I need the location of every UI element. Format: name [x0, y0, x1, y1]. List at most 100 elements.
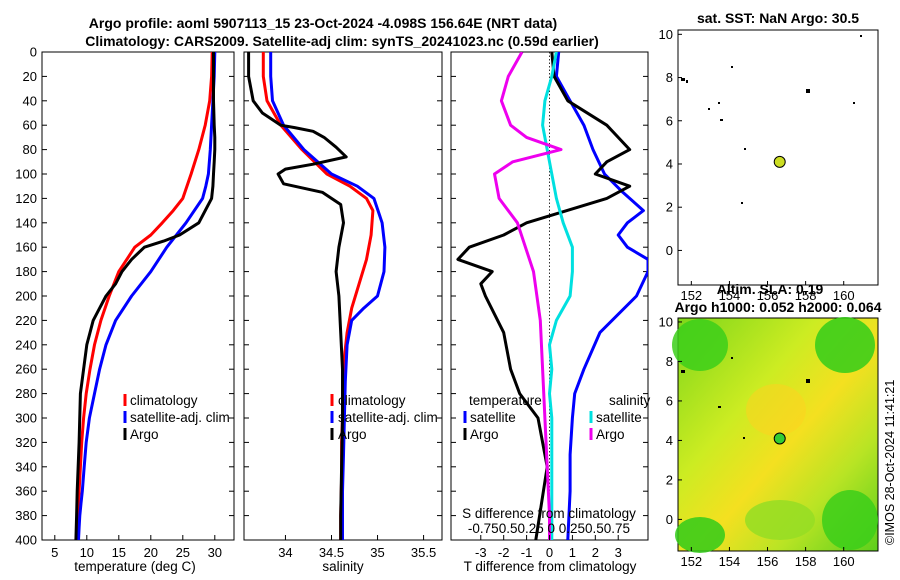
y-tick-label: 240	[15, 337, 37, 352]
sst-map-ticks: 152 154 156 158 160 0 2 4 6 8 10	[659, 27, 855, 303]
x-tick-label: 3	[615, 545, 622, 560]
land-speck	[708, 108, 710, 110]
x-tick-label: 35.5	[411, 545, 436, 560]
series-t-satellite	[554, 52, 648, 540]
land-speck	[806, 89, 810, 93]
map-y-tick-label: 8	[666, 70, 673, 85]
legend-label-climatology: climatology	[130, 393, 198, 408]
map-x-tick-label: 156	[757, 554, 779, 569]
sla-patch	[746, 384, 806, 436]
land-speck	[731, 357, 733, 359]
salinity-legend: climatology satellite-adj. clim Argo	[330, 393, 438, 442]
y-tick-label: 80	[23, 142, 37, 157]
land-speck	[744, 148, 746, 150]
x-tick-label: 5	[51, 545, 58, 560]
land-speck	[718, 406, 721, 408]
figure-subtitle: Climatology: CARS2009. Satellite-adj cli…	[85, 33, 599, 49]
map-x-tick-label: 152	[680, 288, 702, 303]
legend-label-climatology: climatology	[338, 393, 406, 408]
map-y-tick-label: 0	[666, 512, 673, 527]
y-tick-label: 200	[15, 289, 37, 304]
map-x-tick-label: 158	[795, 554, 817, 569]
land-speck	[806, 379, 810, 383]
map-y-tick-label: 2	[666, 472, 673, 487]
y-tick-label: 160	[15, 240, 37, 255]
sla-patch	[672, 319, 728, 371]
legend-label-t-argo: Argo	[470, 427, 499, 442]
y-tick-label: 100	[15, 167, 37, 182]
x-tick-label: 15	[112, 545, 126, 560]
land-speck	[741, 202, 743, 204]
sla-argo-marker	[773, 432, 786, 445]
temperature-x-ticks: 5 10 15 20 25 30	[51, 535, 222, 560]
legend-label-argo: Argo	[338, 427, 367, 442]
land-speck	[860, 35, 862, 37]
legend-head-temperature: temperature	[469, 393, 542, 408]
series-satellite-adj-clim	[269, 52, 387, 540]
sla-land-specks	[681, 357, 810, 439]
map-y-tick-label: 6	[666, 393, 673, 408]
y-tick-label: 360	[15, 484, 37, 499]
map-x-tick-label: 152	[680, 554, 702, 569]
x-tick-label: 34.5	[319, 545, 344, 560]
series-argo	[247, 52, 348, 540]
temperature-x-label: temperature (deg C)	[74, 559, 196, 574]
sla-patch	[815, 317, 875, 373]
y-tick-label: 380	[15, 508, 37, 523]
depth-ticks: 0 20 40 60 80 100 120 140 160 180 200 220 240 260 280 3…	[15, 45, 648, 548]
map-x-tick-label: 158	[795, 288, 817, 303]
imos-watermark: ©IMOS 28-Oct-2024 11:41:21	[883, 380, 897, 545]
s-difference-ticks: -0.750.50.25 0 0.250.50.75	[468, 521, 630, 536]
sst-land-specks	[681, 35, 862, 204]
legend-label-argo: Argo	[130, 427, 159, 442]
y-tick-label: 400	[15, 533, 37, 548]
difference-x-ticks: -3 -2 -1 0 1 2 3	[475, 535, 622, 560]
sla-map-subtitle: Argo h1000: 0.052 h2000: 0.064	[674, 299, 881, 315]
series-s-argo	[493, 52, 563, 540]
map-x-tick-label: 160	[833, 554, 855, 569]
land-speck	[686, 80, 688, 83]
series-argo	[74, 52, 217, 540]
y-tick-label: 40	[23, 93, 37, 108]
y-tick-label: 220	[15, 313, 37, 328]
salinity-x-ticks: 34 34.5 35 35.5	[278, 535, 436, 560]
map-y-tick-label: 8	[666, 354, 673, 369]
sla-map-title: Altim. SLA: 0.19	[717, 281, 824, 297]
map-y-tick-label: 10	[659, 314, 673, 329]
x-tick-label: -3	[475, 545, 487, 560]
y-tick-label: 300	[15, 411, 37, 426]
difference-legend: temperature satellite Argo salinity sate…	[463, 393, 651, 442]
salinity-lines	[247, 52, 387, 540]
x-tick-label: 34	[278, 545, 292, 560]
land-speck	[720, 119, 723, 121]
land-speck	[681, 78, 685, 81]
series-s-satellite	[541, 52, 574, 540]
y-tick-label: 260	[15, 362, 37, 377]
map-x-tick-label: 154	[719, 554, 741, 569]
figure-title: Argo profile: aoml 5907113_15 23-Oct-202…	[89, 15, 557, 31]
y-tick-label: 140	[15, 215, 37, 230]
y-tick-label: 340	[15, 459, 37, 474]
difference-lines	[456, 52, 648, 540]
x-tick-label: 10	[80, 545, 94, 560]
map-x-tick-label: 154	[719, 288, 741, 303]
temperature-lines	[74, 52, 217, 540]
y-tick-label: 180	[15, 264, 37, 279]
map-y-tick-label: 4	[666, 156, 673, 171]
legend-label-s-satellite: satellite	[596, 410, 642, 425]
sla-patch	[822, 490, 878, 550]
land-speck	[681, 370, 685, 373]
x-tick-label: -2	[498, 545, 510, 560]
legend-head-salinity: salinity	[609, 393, 651, 408]
sla-patches	[672, 317, 878, 553]
x-tick-label: 2	[592, 545, 599, 560]
sla-patch	[675, 517, 725, 553]
y-tick-label: 280	[15, 386, 37, 401]
s-difference-label: S difference from climatology	[462, 506, 636, 521]
y-tick-label: 320	[15, 435, 37, 450]
map-x-tick-label: 160	[833, 288, 855, 303]
y-tick-label: 120	[15, 191, 37, 206]
map-y-tick-label: 10	[659, 27, 673, 42]
sla-patch	[745, 500, 815, 540]
